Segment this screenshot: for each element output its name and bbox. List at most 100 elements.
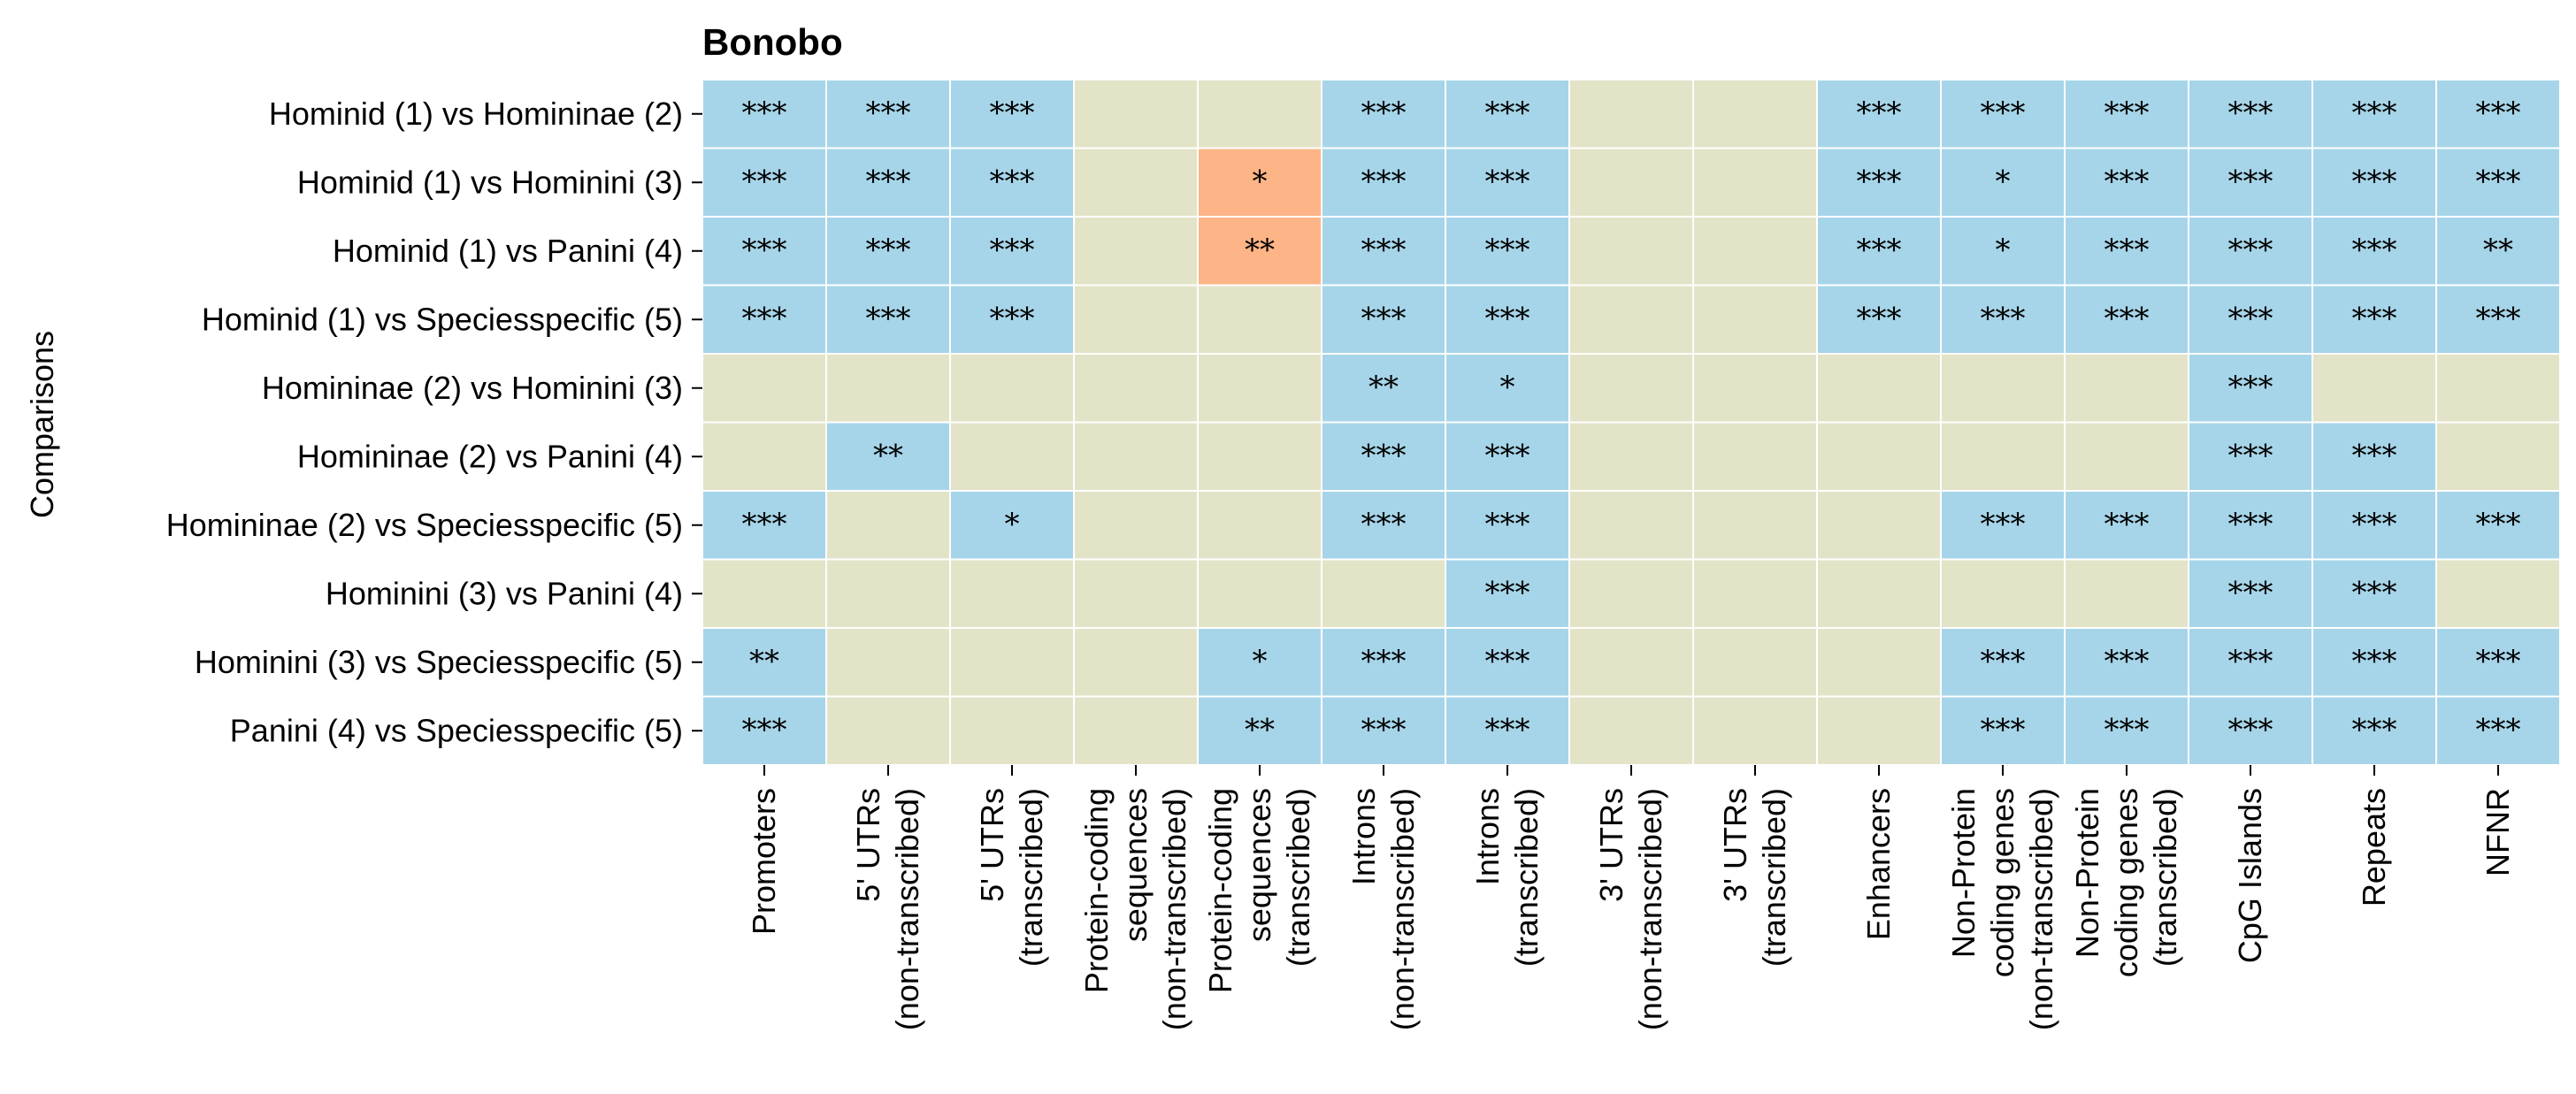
heatmap-cell — [1197, 627, 1322, 698]
cell-significance-label: *** — [2228, 96, 2273, 131]
heatmap-cell — [1073, 147, 1199, 218]
cell-significance-label: *** — [1981, 507, 2026, 542]
heatmap-cell — [2435, 627, 2561, 698]
cell-significance-label: *** — [2352, 644, 2397, 679]
heatmap-cell — [1321, 695, 1446, 766]
heatmap-cell — [825, 695, 951, 766]
heatmap-cell — [1940, 353, 2066, 424]
cell-significance-label: * — [1005, 507, 1020, 542]
cell-significance-label: *** — [2104, 301, 2150, 336]
cell-significance-label: *** — [2476, 507, 2521, 542]
heatmap-cell — [1445, 353, 1570, 424]
heatmap-cell — [949, 79, 1075, 149]
heatmap-cell — [1692, 558, 1818, 629]
column-label: Promoters — [746, 788, 782, 935]
column-label-line: sequences — [1241, 788, 1277, 942]
heatmap-cell — [702, 284, 827, 355]
cell-significance-label: *** — [2104, 507, 2150, 542]
column-label: Non-Protein coding genes (non-transcribed) — [1945, 788, 2059, 1030]
column-label-line: coding genes — [2108, 788, 2144, 977]
column-label: Protein-coding sequences (non-transcribed) — [1078, 788, 1192, 1030]
heatmap-cell — [2188, 353, 2313, 424]
cell-significance-label: *** — [2104, 712, 2150, 747]
cell-significance-label: *** — [1485, 164, 1530, 199]
column-label-line: (transcribed) — [2147, 788, 2183, 967]
cell-significance-label: *** — [1485, 438, 1530, 473]
heatmap-cell — [1940, 284, 2066, 355]
heatmap-cell — [1568, 147, 1694, 218]
column-label-line: (non-transcribed) — [2023, 788, 2059, 1030]
heatmap-cell — [1197, 421, 1322, 492]
heatmap-cell — [702, 627, 827, 698]
heatmap-cell — [2312, 79, 2437, 149]
heatmap-cell — [2188, 147, 2313, 218]
cell-significance-label: *** — [1981, 712, 2026, 747]
heatmap-cell — [1940, 147, 2066, 218]
heatmap-cell — [1445, 147, 1570, 218]
cell-significance-label: *** — [866, 96, 911, 131]
column-label: 5' UTRs (transcribed) — [974, 788, 1049, 967]
heatmap-cell — [2188, 490, 2313, 561]
heatmap-cell — [2188, 695, 2313, 766]
heatmap-cell — [825, 284, 951, 355]
row-label: Hominini (3) vs Speciesspecific (5) — [195, 644, 683, 680]
row-label: Hominid (1) vs Hominini (3) — [297, 164, 683, 200]
cell-significance-label: *** — [742, 507, 787, 542]
cell-significance-label: ** — [749, 644, 779, 679]
cell-significance-label: *** — [1361, 301, 1407, 336]
heatmap-cell — [1692, 490, 1818, 561]
heatmap-cell — [2435, 147, 2561, 218]
cell-significance-label: *** — [1485, 575, 1530, 610]
column-label-line: Protein-coding — [1078, 788, 1115, 993]
cell-significance-label: *** — [1981, 96, 2026, 131]
column-label: CpG Islands — [2232, 788, 2268, 963]
heatmap-cell — [1816, 353, 1942, 424]
heatmap-cell — [1816, 490, 1942, 561]
cell-significance-label: *** — [1485, 96, 1530, 131]
heatmap-cell — [2188, 627, 2313, 698]
column-label-line: Non-Protein — [1945, 788, 1982, 958]
heatmap-cell — [1073, 558, 1199, 629]
heatmap-cell — [1445, 558, 1570, 629]
heatmap-cell — [2064, 695, 2189, 766]
cell-significance-label: *** — [1361, 96, 1407, 131]
heatmap-cell — [2312, 353, 2437, 424]
column-label-line: Enhancers — [1860, 788, 1897, 940]
heatmap-cell — [1197, 284, 1322, 355]
cell-significance-label: *** — [2476, 712, 2521, 747]
cell-significance-label: *** — [742, 96, 787, 131]
cell-significance-label: *** — [2476, 644, 2521, 679]
cell-significance-label: *** — [2228, 233, 2273, 268]
heatmap-cell — [1692, 284, 1818, 355]
column-label: Introns (transcribed) — [1469, 788, 1545, 967]
heatmap-cell — [1445, 284, 1570, 355]
column-label-line: 3' UTRs — [1717, 788, 1753, 902]
heatmap-cell — [702, 490, 827, 561]
heatmap-cell — [1197, 216, 1322, 287]
cell-significance-label: *** — [2352, 233, 2397, 268]
heatmap-cell — [2064, 79, 2189, 149]
heatmap-cell — [1816, 421, 1942, 492]
heatmap-cell — [2064, 284, 2189, 355]
heatmap-cell — [2312, 421, 2437, 492]
column-label-line: Introns — [1346, 788, 1382, 885]
heatmap-cell — [1321, 421, 1446, 492]
heatmap-cell — [2064, 627, 2189, 698]
heatmap-cell — [1940, 216, 2066, 287]
heatmap-cell — [2312, 695, 2437, 766]
cell-significance-label: *** — [2352, 96, 2397, 131]
cell-significance-label: *** — [1361, 712, 1407, 747]
heatmap-cell — [949, 147, 1075, 218]
column-label: Protein-coding sequences (transcribed) — [1202, 788, 1316, 993]
cell-significance-label: *** — [2104, 644, 2150, 679]
cell-significance-label: *** — [2352, 164, 2397, 199]
row-label: Homininae (2) vs Speciesspecific (5) — [166, 507, 683, 543]
cell-significance-label: *** — [1981, 644, 2026, 679]
heatmap-cell — [1568, 627, 1694, 698]
column-label: 3' UTRs (transcribed) — [1717, 788, 1792, 967]
row-label: Hominid (1) vs Homininae (2) — [269, 96, 683, 132]
cell-significance-label: *** — [1361, 164, 1407, 199]
heatmap-cell — [1568, 421, 1694, 492]
cell-significance-label: *** — [2228, 644, 2273, 679]
heatmap-cell — [2064, 421, 2189, 492]
